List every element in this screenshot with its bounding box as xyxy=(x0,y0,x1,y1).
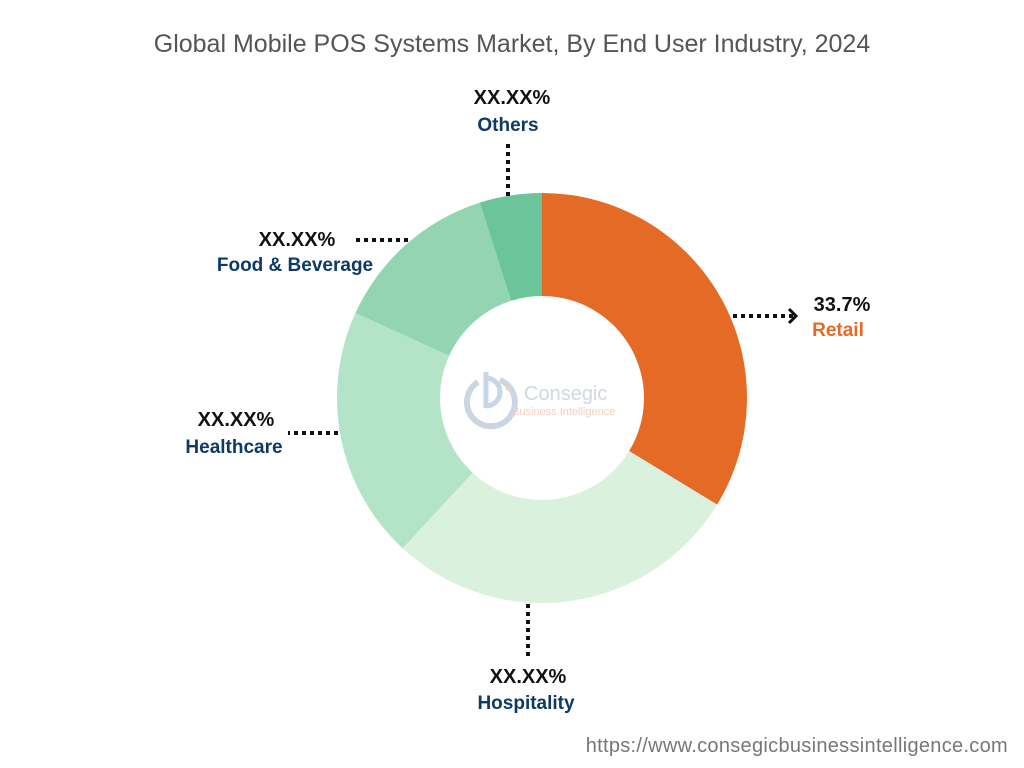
arrow-icon xyxy=(787,307,799,325)
slice-food-beverage xyxy=(355,202,512,356)
logo-name: Consegic xyxy=(524,383,607,405)
data-label-others: XX.XX% xyxy=(474,87,551,109)
chart-title: Global Mobile POS Systems Market, By End… xyxy=(153,30,871,58)
category-label-food-beverage: Food & Beverage xyxy=(217,255,373,276)
data-label-food-beverage: XX.XX% xyxy=(259,229,336,251)
logo-ring-icon xyxy=(463,377,518,430)
slice-healthcare xyxy=(337,313,473,549)
data-label-retail: 33.7% xyxy=(814,294,871,316)
category-label-healthcare: Healthcare xyxy=(185,437,282,458)
category-label-retail: Retail xyxy=(812,320,864,341)
category-label-others: Others xyxy=(477,115,538,136)
slice-hospitality xyxy=(402,451,718,604)
slice-others xyxy=(479,193,542,301)
data-label-healthcare: XX.XX% xyxy=(198,409,275,431)
logo-b-icon xyxy=(485,375,503,409)
slice-retail xyxy=(542,193,747,505)
logo-tagline: Business Intelligence xyxy=(512,406,615,418)
consegic-logo: Consegic Business Intelligence xyxy=(463,372,615,430)
category-label-hospitality: Hospitality xyxy=(477,693,575,714)
data-label-hospitality: XX.XX% xyxy=(490,666,567,688)
source-url[interactable]: https://www.consegicbusinessintelligence… xyxy=(585,735,1008,757)
